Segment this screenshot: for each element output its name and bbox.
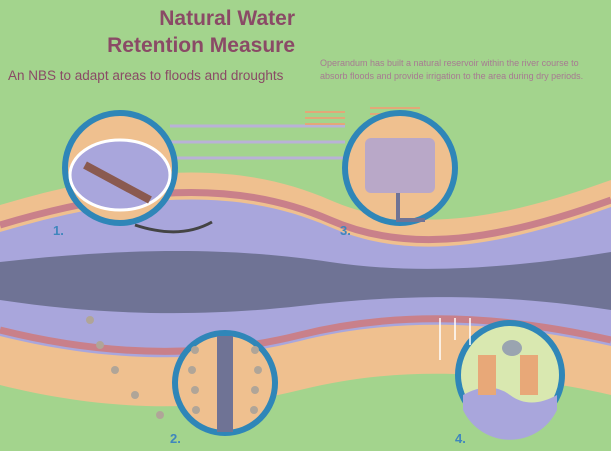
outlet <box>396 193 425 222</box>
step-label: 1. <box>53 223 64 238</box>
reservoir <box>68 138 172 212</box>
basin <box>365 138 435 193</box>
soil <box>520 355 538 395</box>
step-label: 2. <box>170 431 181 446</box>
pipe <box>83 161 152 204</box>
description-line: Operandum has built a natural reservoir … <box>320 58 579 68</box>
sensor <box>502 340 522 356</box>
step-label: 3. <box>340 223 351 238</box>
connectors <box>170 124 345 160</box>
pipes <box>439 318 471 360</box>
title-line: Natural Water <box>159 7 295 30</box>
step-label: 4. <box>455 431 466 446</box>
hose <box>134 220 213 234</box>
groundwater <box>463 387 557 440</box>
description-line: absorb floods and provide irrigation to … <box>320 71 583 81</box>
subtitle: An NBS to adapt areas to floods and drou… <box>8 68 284 83</box>
title-line: Retention Measure <box>107 34 295 57</box>
channel <box>217 336 233 432</box>
soil <box>478 355 496 395</box>
lower-edge <box>0 315 611 355</box>
stones <box>86 316 262 419</box>
